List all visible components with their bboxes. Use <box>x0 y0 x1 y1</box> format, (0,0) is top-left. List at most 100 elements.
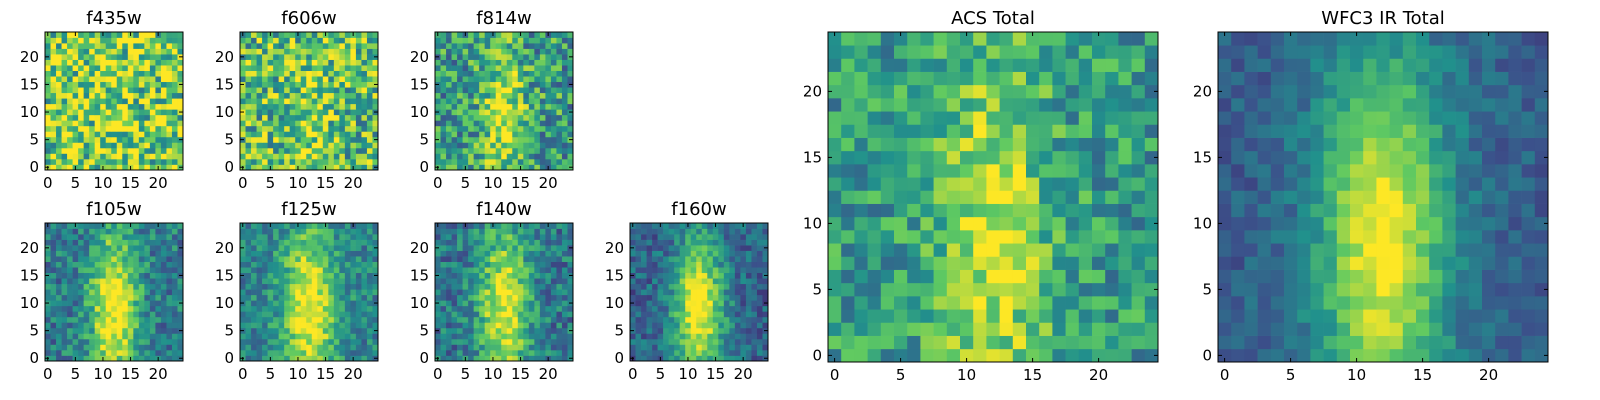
heatmap-cell <box>652 234 658 240</box>
heatmap-cell <box>50 272 57 279</box>
heatmap-cell <box>495 223 502 229</box>
heatmap-cell <box>166 92 173 99</box>
y-tick-label: 20 <box>605 239 624 257</box>
heatmap-cell <box>328 338 335 345</box>
heatmap-cell <box>854 335 868 350</box>
heatmap-cell <box>72 305 79 312</box>
heatmap-cell <box>94 76 101 83</box>
heatmap-cell <box>539 261 546 268</box>
heatmap-cell <box>674 267 681 274</box>
heatmap-cell <box>506 322 513 329</box>
heatmap-cell <box>89 344 96 351</box>
heatmap-cell <box>94 147 101 154</box>
heatmap-cell <box>512 349 519 356</box>
heatmap-cell <box>289 272 296 279</box>
heatmap-cell <box>333 65 340 71</box>
heatmap-cell <box>94 164 101 171</box>
heatmap-cell <box>567 283 574 290</box>
heatmap-cell <box>762 333 769 340</box>
heatmap-cell <box>756 278 763 285</box>
heatmap-cell <box>45 92 51 99</box>
heatmap-cell <box>72 349 79 356</box>
heatmap-cell <box>1092 216 1106 231</box>
heatmap-cell <box>999 177 1014 191</box>
heatmap-cell <box>122 98 129 105</box>
heatmap-cell <box>240 311 246 318</box>
heatmap-cell <box>556 355 563 362</box>
heatmap-cell <box>734 316 741 323</box>
heatmap-cell <box>116 322 123 329</box>
heatmap-cell <box>473 289 480 296</box>
heatmap-cell <box>920 203 934 218</box>
heatmap-cell <box>267 344 274 351</box>
heatmap-cell <box>111 250 118 257</box>
heatmap-cell <box>550 65 557 71</box>
heatmap-cell <box>328 355 335 362</box>
heatmap-cell <box>674 289 681 296</box>
heatmap-cell <box>116 136 123 143</box>
heatmap-cell <box>723 261 730 268</box>
heatmap-cell <box>155 327 162 334</box>
heatmap-cell <box>479 114 486 121</box>
heatmap-cell <box>986 243 1000 257</box>
heatmap-cell <box>841 322 855 336</box>
heatmap-cell <box>567 98 574 105</box>
y-tick-label: 20 <box>215 48 234 66</box>
heatmap-cell <box>240 37 246 44</box>
heatmap-cell <box>756 289 763 296</box>
heatmap-cell <box>556 32 563 38</box>
heatmap-cell <box>100 283 107 290</box>
heatmap-cell <box>105 289 112 296</box>
heatmap-cell <box>539 37 546 44</box>
heatmap-cell <box>160 114 167 121</box>
heatmap-cell <box>501 87 508 94</box>
heatmap-cell <box>723 245 730 251</box>
heatmap-cell <box>484 92 491 99</box>
heatmap-cell <box>630 278 636 285</box>
heatmap-cell <box>696 278 703 285</box>
heatmap-cell <box>372 92 379 99</box>
heatmap-cell <box>361 48 368 55</box>
heatmap-cell <box>740 245 747 251</box>
heatmap-cell <box>94 322 101 329</box>
heatmap-cell <box>528 316 535 323</box>
heatmap-cell <box>1118 282 1132 297</box>
heatmap-cell <box>663 305 669 312</box>
heatmap-cell <box>61 333 68 340</box>
heatmap-cell <box>468 305 474 312</box>
heatmap-cell <box>133 333 140 340</box>
heatmap-cell <box>306 250 313 257</box>
heatmap-cell <box>468 256 474 262</box>
heatmap-cell <box>100 109 107 116</box>
heatmap-cell <box>300 136 307 143</box>
heatmap-cell <box>311 245 318 251</box>
heatmap-cell <box>83 228 90 235</box>
heatmap-cell <box>534 289 541 296</box>
heatmap-cell <box>484 355 491 362</box>
heatmap-cell <box>545 76 552 83</box>
heatmap-cell <box>317 316 324 323</box>
heatmap-cell <box>350 283 357 290</box>
heatmap-cell <box>641 322 647 329</box>
heatmap-cell <box>350 147 357 154</box>
heatmap-cell <box>45 43 51 49</box>
heatmap-cell <box>999 348 1014 363</box>
heatmap-cell <box>89 142 96 149</box>
heatmap-cell <box>630 349 636 356</box>
heatmap-cell <box>545 81 552 88</box>
heatmap-cell <box>311 81 318 88</box>
heatmap-cell <box>289 267 296 274</box>
heatmap-cell <box>756 223 763 229</box>
heatmap-cell <box>451 294 458 301</box>
heatmap-cell <box>484 316 491 323</box>
heatmap-cell <box>306 272 313 279</box>
heatmap-cell <box>517 65 524 71</box>
heatmap-cell <box>946 243 961 257</box>
heatmap-cell <box>517 136 524 143</box>
heatmap-cell <box>490 305 497 312</box>
heatmap-cell <box>641 267 647 274</box>
heatmap-cell <box>440 234 447 240</box>
heatmap-cell <box>751 300 758 307</box>
heatmap-cell <box>679 289 686 296</box>
panel-title: f105w <box>86 199 141 220</box>
